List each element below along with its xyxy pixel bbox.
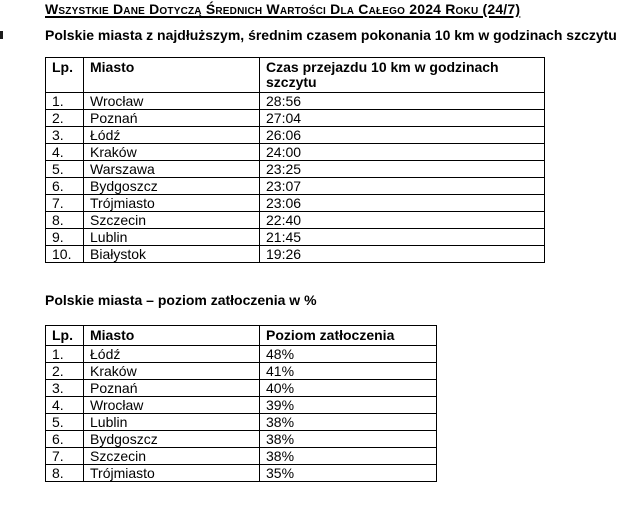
table-cell: Kraków xyxy=(83,362,260,380)
left-edge-clipped-text-artifact xyxy=(0,31,3,39)
section1-heading: Polskie miasta z najdłuższym, średnim cz… xyxy=(45,27,617,43)
column-header-lp: Lp. xyxy=(45,57,84,93)
table-cell: 10. xyxy=(45,245,84,263)
table-cell: 5. xyxy=(45,413,84,431)
table-cell: 6. xyxy=(45,430,84,448)
table-cell: 19:26 xyxy=(259,245,545,263)
table-cell: 2. xyxy=(45,109,84,127)
table-cell: 23:06 xyxy=(259,194,545,212)
table-cell: Kraków xyxy=(83,143,260,161)
page-title: Wszystkie Dane Dotyczą Średnich Wartości… xyxy=(45,1,521,17)
table-cell: Szczecin xyxy=(83,447,260,465)
table-cell: Lublin xyxy=(83,228,260,246)
table-row: 1. Wrocław 28:56 xyxy=(45,92,545,110)
table-cell: 38% xyxy=(259,430,437,448)
column-header-city: Miasto xyxy=(83,325,260,346)
table-cell: 3. xyxy=(45,126,84,144)
table-header-row: Lp. Miasto Poziom zatłoczenia xyxy=(45,325,437,346)
column-header-commute-time: Czas przejazdu 10 km w godzinach szczytu xyxy=(259,57,545,93)
table-cell: 39% xyxy=(259,396,437,414)
column-header-congestion: Poziom zatłoczenia xyxy=(259,325,437,346)
table-row: 4. Wrocław 39% xyxy=(45,396,437,414)
table-row: 7. Szczecin 38% xyxy=(45,447,437,465)
table-cell: 40% xyxy=(259,379,437,397)
table-cell: Warszawa xyxy=(83,160,260,178)
table-cell: 41% xyxy=(259,362,437,380)
table-cell: Poznań xyxy=(83,109,260,127)
table-cell: 8. xyxy=(45,211,84,229)
table-row: 6. Bydgoszcz 38% xyxy=(45,430,437,448)
table-row: 8. Szczecin 22:40 xyxy=(45,211,545,229)
table-row: 5. Warszawa 23:25 xyxy=(45,160,545,178)
table-cell: 28:56 xyxy=(259,92,545,110)
table-cell: 7. xyxy=(45,194,84,212)
congestion-level-table: Lp. Miasto Poziom zatłoczenia 1. Łódź 48% 2… xyxy=(45,325,437,482)
table-cell: 26:06 xyxy=(259,126,545,144)
table-cell: 38% xyxy=(259,447,437,465)
commute-times-table: Lp. Miasto Czas przejazdu 10 km w godzin… xyxy=(45,57,545,263)
table-cell: Poznań xyxy=(83,379,260,397)
table-row: 9. Lublin 21:45 xyxy=(45,228,545,246)
table-cell: 4. xyxy=(45,143,84,161)
table-row: 8. Trójmiasto 35% xyxy=(45,464,437,482)
table-row: 3. Łódź 26:06 xyxy=(45,126,545,144)
table-row: 1. Łódź 48% xyxy=(45,345,437,363)
table-cell: 23:07 xyxy=(259,177,545,195)
table-cell: Wrocław xyxy=(83,92,260,110)
table-cell: Łódź xyxy=(83,126,260,144)
column-header-lp: Lp. xyxy=(45,325,84,346)
table-cell: 8. xyxy=(45,464,84,482)
table-row: 7. Trójmiasto 23:06 xyxy=(45,194,545,212)
table-cell: 48% xyxy=(259,345,437,363)
table-cell: Łódź xyxy=(83,345,260,363)
table-cell: Lublin xyxy=(83,413,260,431)
table-cell: 35% xyxy=(259,464,437,482)
table-row: 6. Bydgoszcz 23:07 xyxy=(45,177,545,195)
table-cell: Trójmiasto xyxy=(83,464,260,482)
table-cell: 1. xyxy=(45,345,84,363)
table-cell: 24:00 xyxy=(259,143,545,161)
table-cell: Białystok xyxy=(83,245,260,263)
table-cell: Bydgoszcz xyxy=(83,177,260,195)
table-row: 3. Poznań 40% xyxy=(45,379,437,397)
table-cell: 38% xyxy=(259,413,437,431)
table-cell: 6. xyxy=(45,177,84,195)
table-cell: Wrocław xyxy=(83,396,260,414)
table-cell: 2. xyxy=(45,362,84,380)
table-row: 5. Lublin 38% xyxy=(45,413,437,431)
table-cell: 27:04 xyxy=(259,109,545,127)
table-cell: 5. xyxy=(45,160,84,178)
table-cell: 1. xyxy=(45,92,84,110)
table-cell: Szczecin xyxy=(83,211,260,229)
table-row: 4. Kraków 24:00 xyxy=(45,143,545,161)
table-row: 10. Białystok 19:26 xyxy=(45,245,545,263)
section2-heading: Polskie miasta – poziom zatłoczenia w % xyxy=(45,292,317,308)
table-row: 2. Kraków 41% xyxy=(45,362,437,380)
table-header-row: Lp. Miasto Czas przejazdu 10 km w godzin… xyxy=(45,57,545,93)
table-cell: 21:45 xyxy=(259,228,545,246)
table-row: 2. Poznań 27:04 xyxy=(45,109,545,127)
table-cell: 22:40 xyxy=(259,211,545,229)
table-cell: 4. xyxy=(45,396,84,414)
table-cell: 3. xyxy=(45,379,84,397)
table-cell: 9. xyxy=(45,228,84,246)
table-cell: Bydgoszcz xyxy=(83,430,260,448)
table-cell: Trójmiasto xyxy=(83,194,260,212)
table-cell: 23:25 xyxy=(259,160,545,178)
column-header-city: Miasto xyxy=(83,57,260,93)
table-cell: 7. xyxy=(45,447,84,465)
